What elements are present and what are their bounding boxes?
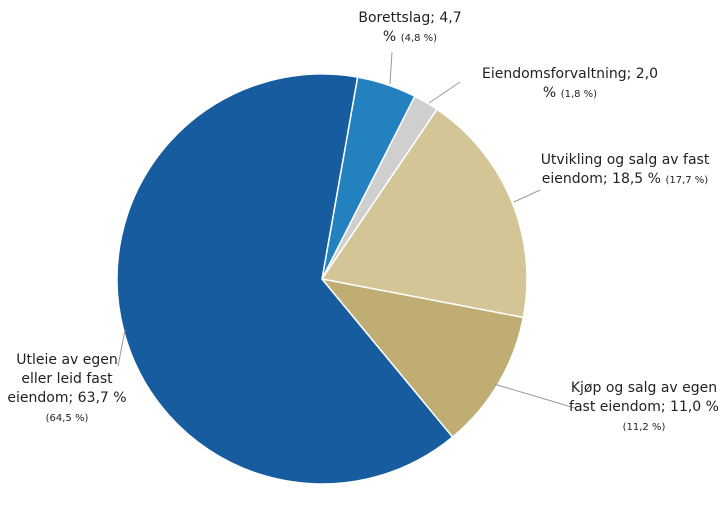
leader-line (493, 383, 576, 409)
slice-label: Borettslag; 4,7 % (4,8 %) (350, 9, 470, 48)
secondary-label: (4,8 %) (400, 33, 438, 44)
pie-slice (116, 73, 454, 485)
secondary-label: (11,2 %) (622, 422, 666, 433)
leader-line (389, 51, 393, 85)
secondary-label: (64,5 %) (45, 413, 89, 424)
slice-label: Eiendomsforvaltning; 2,0 % (1,8 %) (480, 65, 660, 104)
category-label: Utleie av egen eller leid fast eiendom; (7, 352, 118, 406)
value-label: 2,0 % (542, 66, 659, 101)
category-label: Eiendomsforvaltning; (481, 66, 632, 82)
value-label: 63,7 % (77, 390, 127, 406)
pie-slice (320, 277, 525, 439)
category-label: Utvikling og salg av fast eiendom; (540, 152, 710, 187)
slice-label: Utvikling og salg av fast eiendom; 18,5 … (525, 151, 725, 190)
secondary-label: (17,7 %) (665, 175, 709, 186)
value-label: 11,0 % (670, 399, 719, 415)
slice-label: Utleie av egen eller leid fast eiendom; … (2, 351, 132, 428)
category-label: Borettslag; (358, 10, 435, 26)
value-label: 4,7 % (382, 10, 462, 45)
secondary-label: (1,8 %) (560, 89, 598, 100)
value-label: 18,5 % (612, 171, 661, 187)
leader-line (117, 329, 126, 367)
leader-line (428, 81, 461, 104)
pie-slice (320, 108, 528, 319)
leader-line (513, 189, 541, 203)
slice-label: Kjøp og salg av egen fast eiendom; 11,0 … (560, 379, 728, 437)
category-label: Kjøp og salg av egen fast eiendom; (569, 380, 718, 415)
